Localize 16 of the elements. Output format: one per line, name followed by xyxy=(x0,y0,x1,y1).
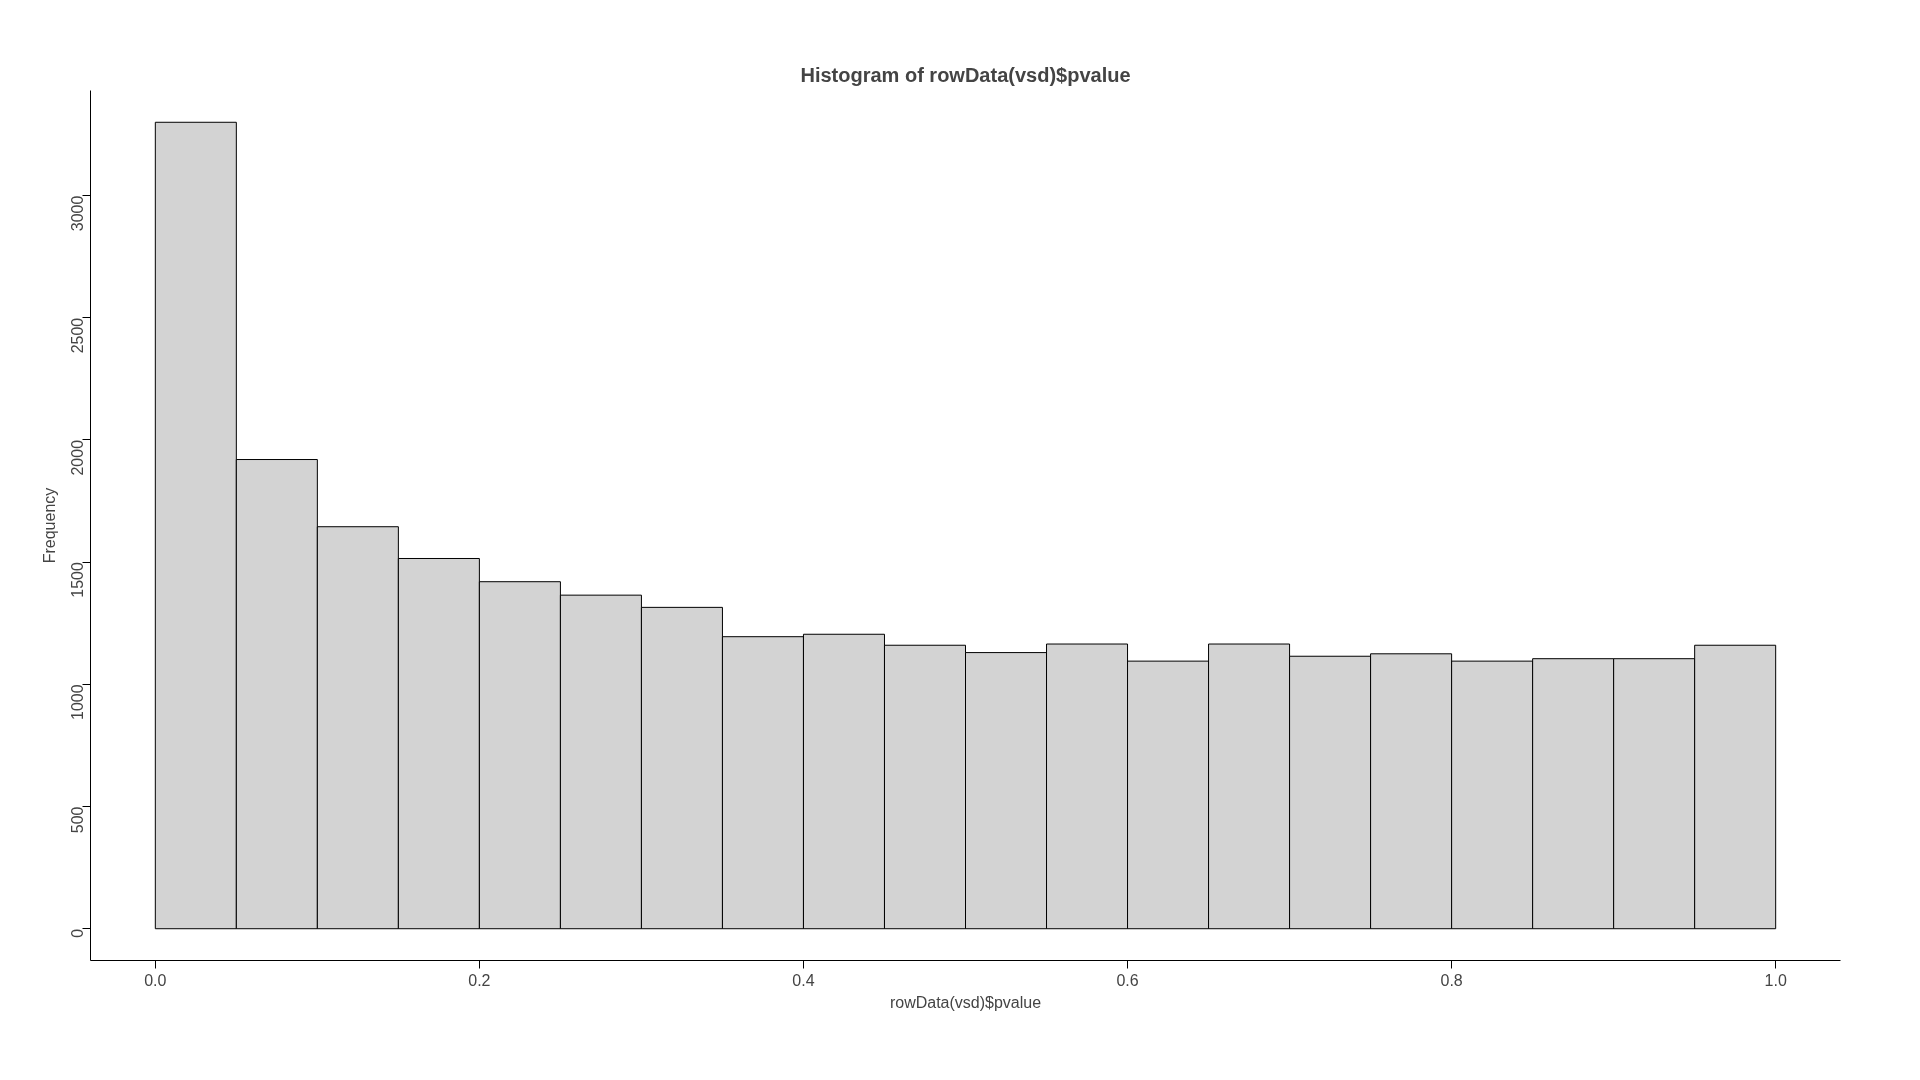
y-tick-label: 2000 xyxy=(69,439,87,476)
y-tick-label: 500 xyxy=(69,806,87,834)
chart-title: Histogram of rowData(vsd)$pvalue xyxy=(800,63,1131,86)
x-tick-label: 0.4 xyxy=(792,971,815,989)
x-axis-title: rowData(vsd)$pvalue xyxy=(889,993,1042,1011)
x-tick-label: 1.0 xyxy=(1764,971,1787,989)
y-axis-title: Frequency xyxy=(40,487,58,564)
x-tick-label: 0.8 xyxy=(1440,971,1463,989)
y-tick-label: 1000 xyxy=(69,684,87,720)
y-tick-label: 0 xyxy=(69,928,87,938)
y-tick-label: 3000 xyxy=(69,195,87,232)
x-tick-label: 0.0 xyxy=(144,971,167,989)
y-tick-label: 1500 xyxy=(69,562,87,598)
x-tick-label: 0.2 xyxy=(468,971,491,989)
x-tick-label: 0.6 xyxy=(1116,971,1139,989)
y-tick-label: 2500 xyxy=(69,317,87,354)
